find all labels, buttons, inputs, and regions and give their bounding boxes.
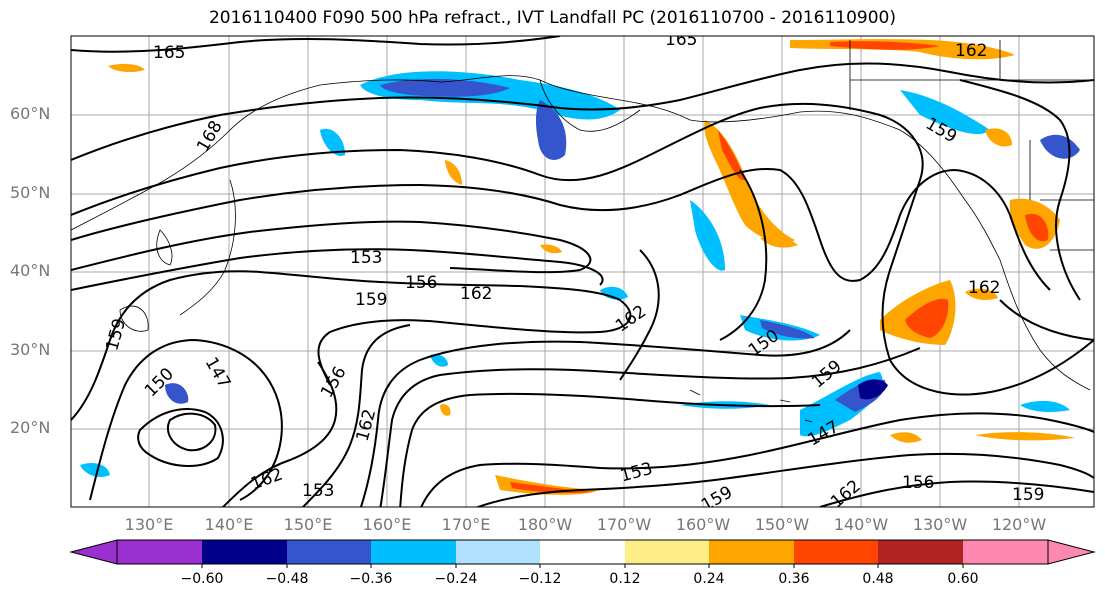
colorbar-tick-label: 0.12	[609, 571, 641, 587]
coastlines	[71, 40, 1094, 423]
colorbar-tick-label: 0.60	[947, 571, 979, 587]
colorbar-tick-label: 0.36	[778, 571, 810, 587]
colorbar-tick-label: −0.24	[434, 571, 478, 587]
colorbar-segment	[878, 540, 963, 564]
colorbar-tick-label: −0.36	[349, 571, 393, 587]
contour-label: 162	[955, 41, 987, 61]
lat-label: 30°N	[10, 340, 51, 359]
lon-label: 170°E	[441, 515, 491, 534]
colorbar-tick-label: −0.60	[180, 571, 224, 587]
ivt-shading	[80, 39, 1080, 495]
plot-title: 2016110400 F090 500 hPa refract., IVT La…	[208, 8, 896, 28]
contour-label: 165	[153, 43, 185, 63]
lon-label: 140°E	[204, 515, 254, 534]
colorbar-segment	[202, 540, 287, 564]
contour-label: 153	[302, 481, 334, 501]
colorbar-segment	[625, 540, 709, 564]
contour-label: 159	[355, 290, 387, 310]
colorbar-segment	[794, 540, 878, 564]
lon-label: 120°W	[991, 515, 1047, 534]
map-frame	[70, 35, 1095, 508]
lon-label: 180°W	[517, 515, 573, 534]
contour-label: 156	[405, 273, 437, 293]
colorbar-segment	[963, 540, 1048, 564]
colorbar-tick-label: 0.24	[693, 571, 725, 587]
refractivity-contours	[71, 36, 1094, 507]
contour-label: 162	[460, 284, 492, 304]
lon-label: 170°W	[596, 515, 652, 534]
colorbar-max-arrow	[1047, 539, 1096, 565]
contour-label: 162	[968, 278, 1000, 298]
colorbar-min-arrow	[69, 539, 118, 565]
lon-label: 150°E	[283, 515, 333, 534]
colorbar-tick-label: −0.48	[265, 571, 309, 587]
lon-label: 130°E	[124, 515, 174, 534]
lon-label: 160°W	[675, 515, 731, 534]
colorbar-segment	[287, 540, 371, 564]
colorbar-segment	[371, 540, 456, 564]
lat-label: 60°N	[10, 104, 51, 123]
contour-label: 159	[1012, 485, 1044, 505]
lon-label: 160°E	[362, 515, 412, 534]
lon-label: 130°W	[912, 515, 968, 534]
lat-label: 50°N	[10, 183, 51, 202]
colorbar-segment	[709, 540, 794, 564]
contour-label: 165	[665, 30, 697, 50]
lat-label: 40°N	[10, 261, 51, 280]
colorbar	[69, 539, 1096, 568]
lat-label: 20°N	[10, 418, 51, 437]
colorbar-tick-label: −0.12	[518, 571, 562, 587]
colorbar-tick-label: 0.48	[862, 571, 894, 587]
contour-label: 153	[350, 248, 382, 268]
colorbar-frame	[116, 539, 1049, 565]
colorbar-segment	[540, 540, 625, 564]
colorbar-segment	[456, 540, 540, 564]
lon-label: 150°W	[754, 515, 810, 534]
colorbar-segment	[117, 540, 202, 564]
contour-label: 156	[902, 473, 934, 493]
lon-label: 140°W	[833, 515, 889, 534]
